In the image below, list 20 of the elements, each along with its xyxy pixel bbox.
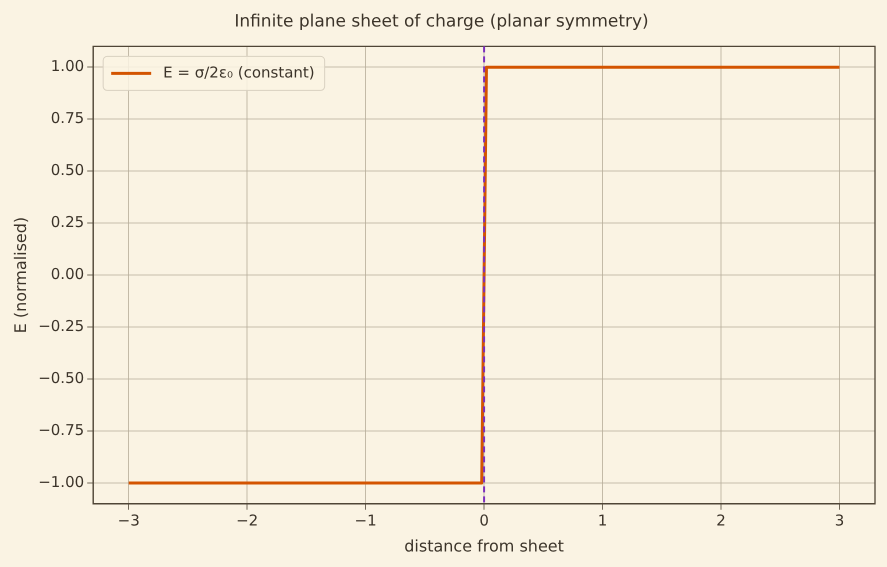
y-tick-label: 1.00: [50, 57, 84, 76]
x-tick-label: −1: [354, 512, 377, 530]
x-axis-title: distance from sheet: [404, 536, 564, 556]
y-tick-label: 0.75: [50, 109, 84, 128]
legend-label: E = σ/2ε₀ (constant): [163, 63, 315, 82]
y-tick-label: −1.00: [38, 472, 84, 491]
x-tick-label: −3: [118, 512, 140, 530]
y-tick-label: 0.00: [50, 264, 84, 283]
x-tick-label: 1: [598, 512, 608, 530]
y-tick-label: −0.25: [38, 316, 84, 335]
x-tick-label: −2: [236, 512, 258, 530]
y-tick-label: −0.75: [38, 420, 84, 439]
chart-title: Infinite plane sheet of charge (planar symmetry): [234, 12, 649, 32]
y-axis-title: E (normalised): [10, 216, 30, 334]
y-tick-label: −0.50: [38, 368, 84, 387]
y-tick-label: 0.25: [50, 213, 84, 232]
y-tick-label: 0.50: [50, 161, 84, 180]
x-tick-label: 2: [716, 512, 726, 530]
x-tick-label: 0: [479, 512, 489, 530]
x-tick-label: 3: [834, 512, 844, 530]
